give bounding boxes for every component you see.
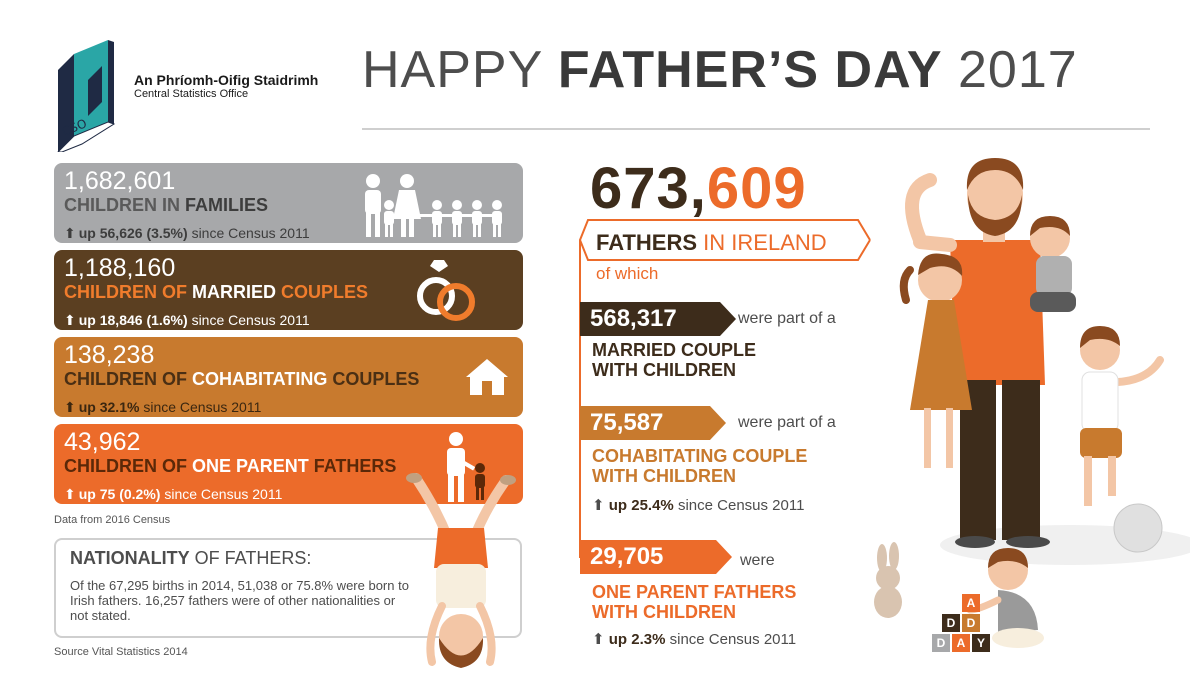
title-part-year: 2017: [958, 41, 1078, 99]
census-source-note: Data from 2016 Census: [54, 514, 171, 526]
fathers-label: FATHERS IN IRELAND: [596, 230, 827, 255]
stat-change: ⬆ up 32.1% since Census 2011: [64, 399, 262, 415]
married-fathers-number: 568,317: [580, 302, 720, 336]
one-parent-fathers-number: 29,705: [580, 540, 716, 574]
org-name-english: Central Statistics Office: [134, 88, 249, 100]
stat-number: 1,188,160: [64, 254, 176, 282]
letter-block: A: [952, 634, 970, 652]
letter-block: D: [932, 634, 950, 652]
nationality-title: NATIONALITY OF FATHERS:: [70, 548, 312, 568]
title-part-happy: HAPPY: [362, 41, 543, 99]
house-icon: [466, 359, 508, 395]
fathers-total: 673,609: [590, 156, 807, 221]
title-part-fathers-day: FATHER’S DAY: [557, 41, 943, 99]
baby-with-blocks-illustration: [874, 542, 1044, 648]
stat-number: 43,962: [64, 428, 141, 456]
cohabiting-fathers-number: 75,587: [580, 406, 710, 440]
handstand-girl-illustration: [406, 473, 516, 668]
one-parent-fathers-label: ONE PARENT FATHERS WITH CHILDREN: [592, 582, 797, 622]
stat-change: ⬆ up 56,626 (3.5%) since Census 2011: [64, 225, 310, 241]
fathers-connector-lines: [578, 219, 871, 558]
one-parent-fathers-change: ⬆ up 2.3% since Census 2011: [592, 631, 797, 648]
of-which-label: of which: [596, 264, 659, 283]
stat-change: ⬆ up 18,846 (1.6%) since Census 2011: [64, 312, 310, 328]
tag-arrow: [710, 406, 726, 440]
family-icon: [365, 174, 502, 237]
married-fathers-intro: were part of a: [738, 310, 836, 327]
stat-children-of-one-parent-fathers: 43,962 CHILDREN OF ONE PARENT FATHERS ⬆ u…: [54, 424, 523, 504]
up-arrow-icon: ⬆: [64, 486, 76, 502]
vital-statistics-source-note: Source Vital Statistics 2014: [54, 646, 188, 658]
tag-arrow: [716, 540, 732, 574]
org-name-irish: An Phríomh-Oifig Staidrimh: [134, 72, 319, 88]
stat-label: CHILDREN IN FAMILIES: [64, 195, 269, 215]
letter-block: D: [962, 614, 980, 632]
stat-children-of-cohabitating-couples: 138,238 CHILDREN OF COHABITATING COUPLES…: [54, 337, 523, 417]
stat-children-of-married-couples: 1,188,160 CHILDREN OF MARRIED COUPLES ⬆ u…: [54, 250, 523, 330]
one-parent-fathers-intro: were: [740, 552, 775, 569]
cohabiting-fathers-label: COHABITATING COUPLE WITH CHILDREN: [592, 446, 808, 486]
header-divider: [362, 128, 1150, 130]
cohabiting-fathers-change: ⬆ up 25.4% since Census 2011: [592, 497, 805, 514]
stat-change: ⬆ up 75 (0.2%) since Census 2011: [64, 486, 283, 502]
stat-number: 138,238: [64, 341, 155, 369]
cohabiting-fathers-intro: were part of a: [738, 414, 836, 431]
tag-arrow: [720, 302, 736, 336]
stat-label: CHILDREN OF ONE PARENT FATHERS: [64, 456, 397, 476]
stat-number: 1,682,601: [64, 167, 176, 195]
nationality-text: Of the 67,295 births in 2014, 51,038 or …: [70, 578, 409, 623]
up-arrow-icon: ⬆: [592, 631, 605, 648]
married-fathers-label: MARRIED COUPLE WITH CHILDREN: [592, 340, 757, 380]
wedding-rings-icon: [417, 260, 475, 321]
page-title: HAPPY FATHER’S DAY 2017: [362, 40, 1078, 100]
up-arrow-icon: ⬆: [64, 399, 76, 415]
up-arrow-icon: ⬆: [64, 312, 76, 328]
cso-logo: CSO: [57, 40, 116, 152]
father-with-children-illustration: [899, 158, 1190, 565]
up-arrow-icon: ⬆: [64, 225, 76, 241]
letter-block: A: [962, 594, 980, 612]
up-arrow-icon: ⬆: [592, 497, 605, 514]
father-child-icon: [447, 432, 485, 502]
stat-label: CHILDREN OF COHABITATING COUPLES: [64, 369, 420, 389]
stat-label: CHILDREN OF MARRIED COUPLES: [64, 282, 369, 302]
letter-block: Y: [972, 634, 990, 652]
stat-children-in-families: 1,682,601 CHILDREN IN FAMILIES ⬆ up 56,62…: [54, 163, 523, 243]
letter-block: D: [942, 614, 960, 632]
